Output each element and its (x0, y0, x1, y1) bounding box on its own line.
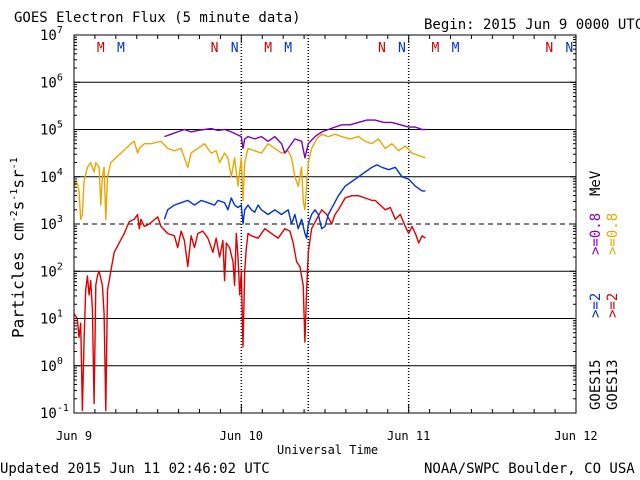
midnight-noon-marker: M (284, 41, 292, 56)
legend-energy-unit: MeV (588, 170, 604, 196)
midnight-noon-marker: N (565, 41, 573, 56)
series-line (73, 133, 426, 220)
series-layer (73, 119, 426, 412)
series-line (164, 119, 426, 159)
chart-title: GOES Electron Flux (5 minute data) (14, 10, 301, 26)
plot-frame (73, 34, 577, 414)
midnight-noon-marker: N (378, 41, 386, 56)
y-tick-label: 105 (40, 120, 63, 139)
begin-time: Begin: 2015 Jun 9 0000 UTC (424, 17, 640, 33)
x-tick-label: Jun 11 (387, 429, 430, 443)
x-tick-label: Jun 12 (554, 429, 597, 443)
y-tick-label: 107 (40, 25, 63, 44)
series-line (163, 164, 426, 239)
legend-goes13-2: >=2 (605, 292, 621, 318)
source-credit: NOAA/SWPC Boulder, CO USA (424, 461, 635, 477)
grid-layer (74, 35, 576, 413)
series-line (73, 195, 426, 412)
legend-goes15: GOES15 (588, 359, 604, 410)
x-axis-label: Universal Time (277, 443, 379, 457)
legend-goes13: GOES13 (605, 359, 621, 410)
midnight-noon-marker: N (398, 41, 406, 56)
legend-goes15-2: >=2 (588, 292, 604, 318)
y-tick-label: 103 (40, 214, 63, 233)
legend-goes13-08: >=0.8 (605, 212, 621, 255)
midnight-noon-marker: M (452, 41, 460, 56)
y-tick-label: 101 (40, 309, 63, 328)
midnight-noon-marker: M (97, 41, 105, 56)
y-axis-label: Particles cm-2s-1sr-1 (8, 157, 28, 338)
y-tick-label: 100 (40, 356, 63, 375)
y-tick-label: 104 (40, 167, 63, 186)
midnight-noon-marker: M (264, 41, 272, 56)
updated-timestamp: Updated 2015 Jun 11 02:46:02 UTC (0, 461, 270, 477)
y-tick-label: 106 (40, 72, 63, 91)
y-tick-label: 10-1 (40, 403, 69, 422)
legend-goes15-08: >=0.8 (588, 212, 604, 255)
x-tick-label: Jun 10 (220, 429, 263, 443)
midnight-noon-marker: N (211, 41, 219, 56)
midnight-noon-marker: M (117, 41, 125, 56)
midnight-noon-marker: N (545, 41, 553, 56)
y-tick-label: 102 (40, 261, 63, 280)
x-tick-label: Jun 9 (56, 429, 92, 443)
midnight-noon-marker: M (432, 41, 440, 56)
midnight-noon-marker: N (231, 41, 239, 56)
